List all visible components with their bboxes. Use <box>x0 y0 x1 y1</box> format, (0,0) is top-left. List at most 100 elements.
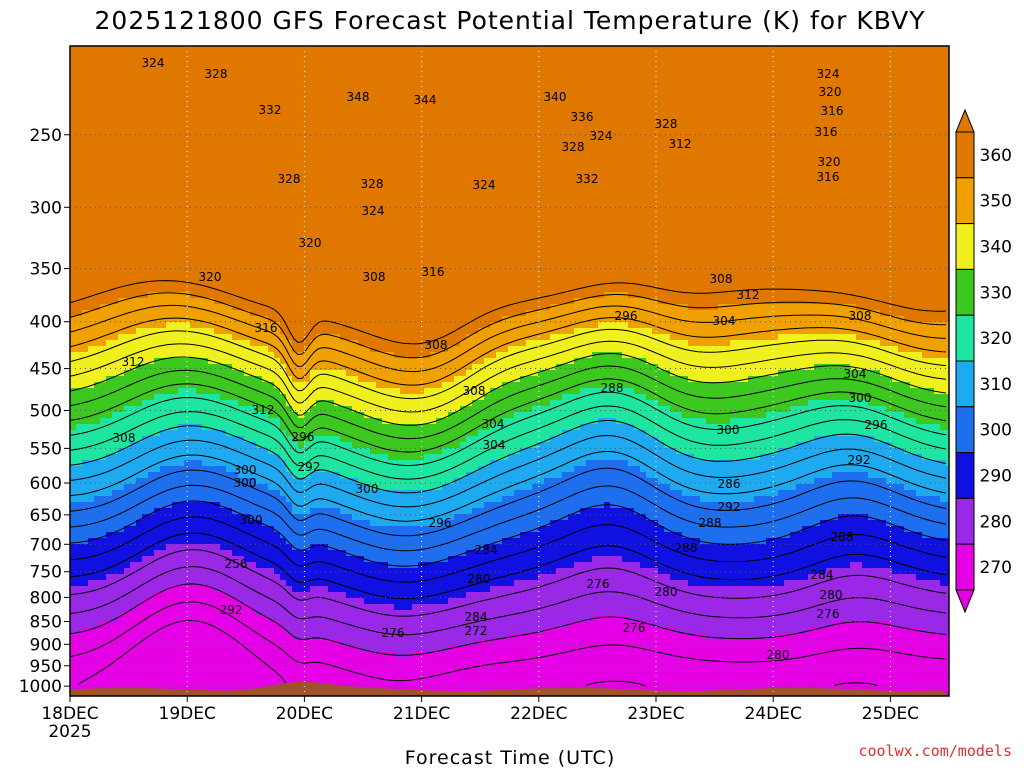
heatmap-cell <box>70 544 77 551</box>
heatmap-cell <box>280 460 287 467</box>
heatmap-cell <box>166 430 173 437</box>
heatmap-cell <box>148 682 155 689</box>
heatmap-cell <box>340 364 347 371</box>
heatmap-cell <box>142 322 149 329</box>
heatmap-cell <box>196 250 203 257</box>
heatmap-cell <box>70 100 77 107</box>
heatmap-cell <box>244 184 251 191</box>
heatmap-cell <box>160 364 167 371</box>
heatmap-cell <box>76 448 83 455</box>
heatmap-cell <box>226 184 233 191</box>
heatmap-cell <box>334 202 341 209</box>
heatmap-cell <box>262 604 269 611</box>
heatmap-cell <box>124 448 131 455</box>
heatmap-cell <box>184 382 191 389</box>
heatmap-cell <box>130 664 137 671</box>
heatmap-cell <box>322 562 329 569</box>
heatmap-cell <box>286 628 293 635</box>
heatmap-cell <box>70 112 77 119</box>
heatmap-cell <box>136 214 143 221</box>
heatmap-cell <box>70 316 77 323</box>
heatmap-cell <box>154 454 161 461</box>
heatmap-cell <box>244 448 251 455</box>
heatmap-cell <box>268 622 275 629</box>
heatmap-cell <box>244 322 251 329</box>
heatmap-cell <box>232 598 239 605</box>
heatmap-cell <box>244 664 251 671</box>
heatmap-cell <box>304 436 311 443</box>
heatmap-cell <box>88 664 95 671</box>
heatmap-cell <box>196 202 203 209</box>
heatmap-cell <box>118 436 125 443</box>
heatmap-cell <box>256 208 263 215</box>
heatmap-cell <box>334 304 341 311</box>
heatmap-cell <box>130 556 137 563</box>
heatmap-cell <box>226 130 233 137</box>
heatmap-cell <box>124 70 131 77</box>
heatmap-cell <box>160 220 167 227</box>
heatmap-cell <box>286 610 293 617</box>
heatmap-cell <box>274 46 281 53</box>
heatmap-cell <box>196 646 203 653</box>
heatmap-cell <box>82 652 89 659</box>
heatmap-cell <box>142 100 149 107</box>
heatmap-cell <box>232 256 239 263</box>
heatmap-cell <box>244 262 251 269</box>
heatmap-cell <box>256 382 263 389</box>
heatmap-cell <box>208 100 215 107</box>
heatmap-cell <box>130 298 137 305</box>
heatmap-cell <box>196 100 203 107</box>
heatmap-cell <box>286 274 293 281</box>
heatmap-cell <box>250 58 257 65</box>
heatmap-cell <box>106 262 113 269</box>
heatmap-cell <box>142 454 149 461</box>
heatmap-cell <box>112 148 119 155</box>
heatmap-cell <box>262 532 269 539</box>
heatmap-cell <box>214 412 221 419</box>
heatmap-cell <box>286 58 293 65</box>
heatmap-cell <box>70 82 77 89</box>
heatmap-cell <box>76 64 83 71</box>
heatmap-cell <box>208 424 215 431</box>
heatmap-cell <box>304 508 311 515</box>
heatmap-cell <box>178 604 185 611</box>
heatmap-cell <box>148 172 155 179</box>
heatmap-cell <box>82 256 89 263</box>
heatmap-cell <box>232 676 239 683</box>
heatmap-cell <box>118 256 125 263</box>
heatmap-cell <box>184 424 191 431</box>
heatmap-cell <box>172 238 179 245</box>
heatmap-cell <box>226 100 233 107</box>
heatmap-cell <box>214 466 221 473</box>
heatmap-cell <box>100 154 107 161</box>
heatmap-cell <box>172 472 179 479</box>
heatmap-cell <box>334 532 341 539</box>
heatmap-cell <box>274 430 281 437</box>
heatmap-cell <box>298 340 305 347</box>
heatmap-cell <box>316 442 323 449</box>
heatmap-cell <box>82 580 89 587</box>
heatmap-cell <box>154 262 161 269</box>
heatmap-cell <box>184 340 191 347</box>
heatmap-cell <box>262 334 269 341</box>
heatmap-cell <box>256 508 263 515</box>
heatmap-cell <box>316 154 323 161</box>
heatmap-cell <box>160 598 167 605</box>
heatmap-cell <box>328 562 335 569</box>
heatmap-cell <box>298 472 305 479</box>
heatmap-cell <box>292 118 299 125</box>
heatmap-cell <box>292 280 299 287</box>
heatmap-cell <box>130 430 137 437</box>
heatmap-cell <box>334 424 341 431</box>
heatmap-cell <box>136 220 143 227</box>
heatmap-cell <box>250 388 257 395</box>
heatmap-cell <box>148 646 155 653</box>
heatmap-cell <box>130 268 137 275</box>
heatmap-cell <box>82 478 89 485</box>
heatmap-cell <box>112 634 119 641</box>
heatmap-cell <box>184 664 191 671</box>
heatmap-cell <box>124 298 131 305</box>
heatmap-cell <box>208 244 215 251</box>
heatmap-cell <box>172 262 179 269</box>
heatmap-cell <box>100 118 107 125</box>
